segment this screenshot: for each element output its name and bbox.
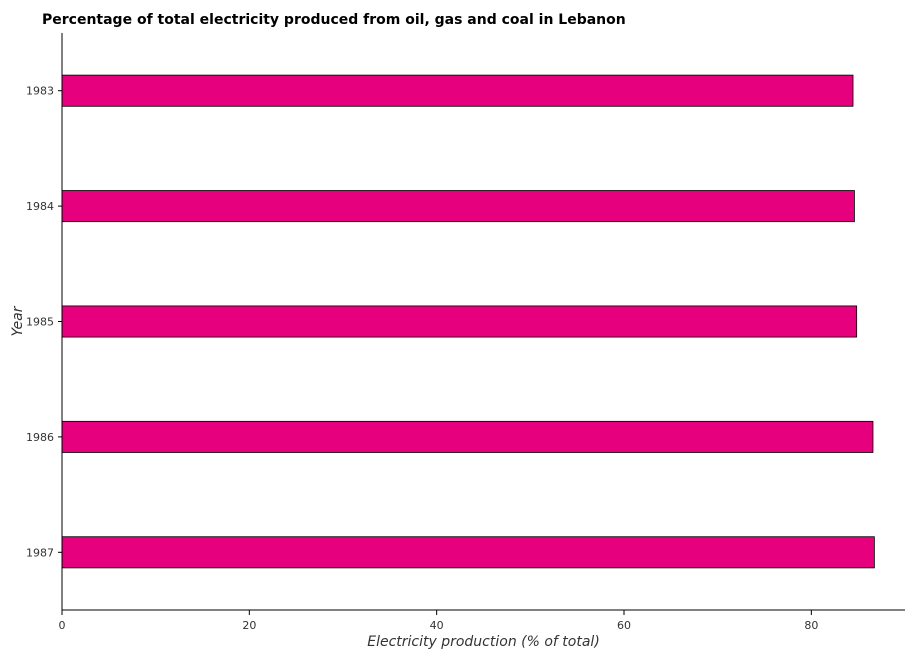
bar-1986 (61, 420, 874, 453)
chart-title: Percentage of total electricity produced… (42, 12, 626, 28)
y-tick-label-1985: 1985 (26, 316, 54, 329)
x-tick-label-0: 0 (59, 619, 66, 632)
y-axis-label: Year (10, 305, 26, 336)
x-axis-ticks: 0 20 40 60 80 (59, 610, 818, 632)
y-tick-label-1983: 1983 (26, 85, 54, 98)
x-tick-label-60: 60 (617, 619, 631, 632)
y-axis-ticks: 1983 1984 1985 1986 1987 (26, 85, 62, 559)
y-tick-label-1984: 1984 (26, 200, 54, 213)
bar-1984 (61, 190, 855, 223)
y-tick-label-1986: 1986 (26, 431, 54, 444)
bar-1987 (61, 536, 875, 569)
bar-1985 (61, 305, 858, 338)
y-tick-label-1987: 1987 (26, 546, 54, 559)
x-tick-label-80: 80 (804, 619, 818, 632)
bar-1983 (61, 74, 854, 107)
bars-group (61, 74, 875, 569)
x-axis-label: Electricity production (% of total) (367, 634, 600, 650)
x-tick-label-40: 40 (430, 619, 444, 632)
x-tick-label-20: 20 (242, 619, 256, 632)
